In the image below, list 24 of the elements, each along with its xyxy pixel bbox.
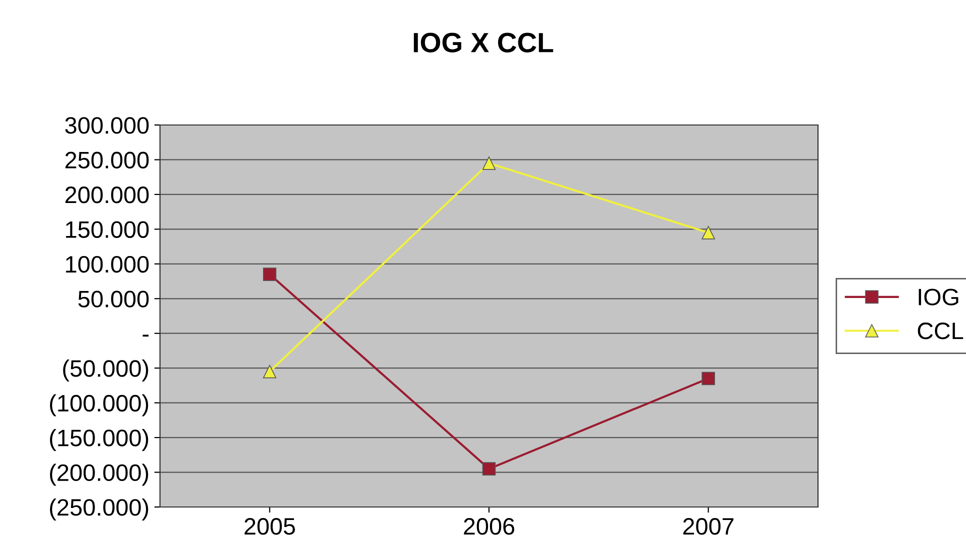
y-tick-label: 50.000 [78, 290, 149, 308]
point [262, 364, 276, 378]
point [482, 156, 496, 170]
y-tick-label: (250.000) [50, 498, 148, 520]
y-tick-label: 250.000 [65, 152, 149, 169]
x-tick-label: 2007 [683, 518, 734, 535]
legend-label: CCL [918, 322, 964, 340]
y-tick-label: 300.000 [65, 117, 149, 134]
y-tick-label: (50.000) [63, 360, 148, 382]
legend-label: IOG [918, 288, 958, 306]
y-tick-label: 100.000 [66, 256, 149, 273]
x-tick-label: 2006 [464, 518, 514, 535]
y-tick-label: (150.000) [50, 428, 148, 451]
y-tick-label: 200.000 [65, 186, 149, 204]
y-tick-label: (200.000) [50, 464, 148, 486]
y-tick-label: 150.000 [66, 221, 149, 238]
x-tick-label: 2005 [244, 518, 295, 535]
point [482, 462, 496, 476]
point [702, 226, 716, 240]
point [702, 372, 716, 386]
y-tick-label: - [142, 334, 149, 337]
chart-title: IOG X CCL [414, 32, 554, 52]
point [262, 268, 276, 281]
y-tick-label: (100.000) [50, 394, 148, 416]
